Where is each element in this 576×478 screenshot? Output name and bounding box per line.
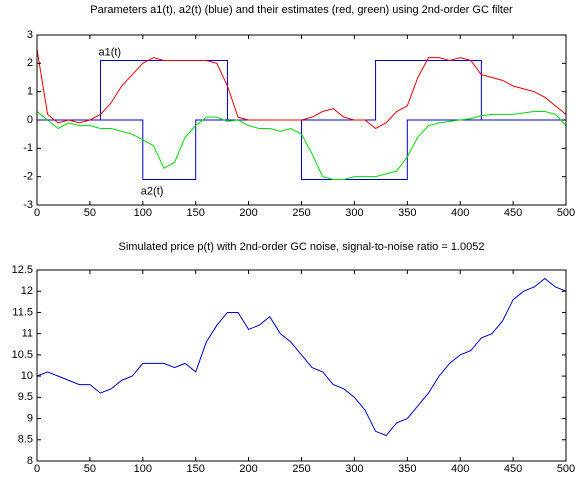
y-tick-label: 10.5 — [12, 349, 33, 361]
y-tick-label: 2 — [27, 57, 33, 69]
y-tick-label: 10 — [21, 370, 33, 382]
y-tick-label: 9.5 — [18, 391, 33, 403]
series-line — [37, 119, 566, 180]
x-tick-label: 450 — [504, 463, 522, 475]
y-tick-label: -2 — [23, 171, 33, 183]
y-tick-label: 12 — [21, 285, 33, 297]
x-tick-label: 450 — [504, 207, 522, 219]
chart-title: Parameters a1(t), a2(t) (blue) and their… — [90, 4, 513, 16]
x-tick-label: 200 — [239, 207, 257, 219]
x-tick-label: 500 — [557, 207, 575, 219]
series-annotation: a1(t) — [98, 46, 121, 58]
series-line — [36, 49, 567, 130]
y-tick-label: 8 — [27, 455, 33, 467]
series-line — [36, 277, 567, 437]
x-tick-label: 400 — [451, 207, 469, 219]
x-tick-label: 300 — [345, 463, 363, 475]
series-line — [37, 60, 566, 121]
x-tick-label: 100 — [134, 463, 152, 475]
y-tick-label: 8.5 — [18, 434, 33, 446]
x-tick-label: 200 — [239, 463, 257, 475]
x-tick-label: 400 — [451, 463, 469, 475]
x-tick-label: 50 — [84, 207, 96, 219]
y-tick-label: 1 — [27, 86, 33, 98]
series-line — [36, 111, 567, 180]
y-tick-label: 9 — [27, 412, 33, 424]
x-tick-label: 250 — [292, 463, 310, 475]
y-tick-label: 0 — [27, 114, 33, 126]
y-tick-label: -3 — [23, 199, 33, 211]
x-tick-label: 150 — [187, 463, 205, 475]
x-tick-label: 150 — [187, 207, 205, 219]
x-tick-label: 50 — [84, 463, 96, 475]
x-tick-label: 100 — [134, 207, 152, 219]
series-annotation: a2(t) — [141, 185, 164, 197]
x-tick-label: 0 — [34, 207, 40, 219]
y-tick-label: 11 — [22, 328, 33, 340]
x-tick-label: 0 — [34, 463, 40, 475]
chart-title: Simulated price p(t) with 2nd-order GC n… — [119, 241, 485, 253]
x-tick-label: 250 — [292, 207, 310, 219]
y-tick-label: -1 — [23, 142, 33, 154]
y-tick-label: 3 — [27, 29, 33, 41]
y-tick-label: 12.5 — [12, 264, 33, 276]
y-tick-label: 11.5 — [12, 306, 33, 318]
x-tick-label: 300 — [345, 207, 363, 219]
x-tick-label: 500 — [557, 463, 575, 475]
axes-box — [36, 269, 567, 462]
x-tick-label: 350 — [398, 463, 416, 475]
x-tick-label: 350 — [398, 207, 416, 219]
